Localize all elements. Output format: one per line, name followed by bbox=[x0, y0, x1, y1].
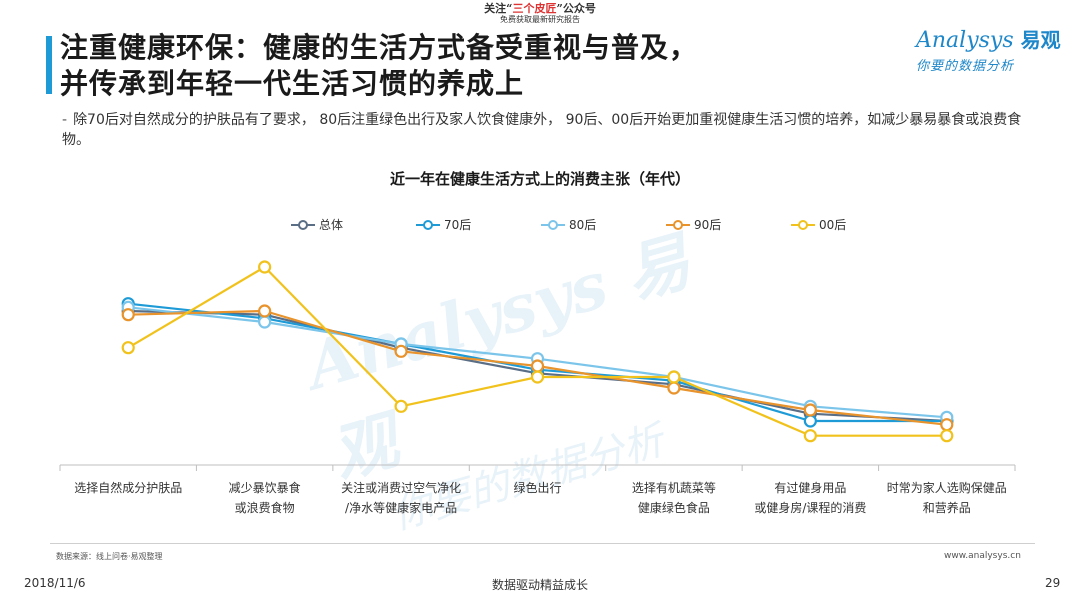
data-point-series-3 bbox=[394, 344, 408, 358]
x-tick-label-line: 关注或消费过空气净化 bbox=[341, 480, 461, 495]
data-point-series-4 bbox=[940, 429, 954, 443]
title-accent-bar bbox=[46, 36, 52, 94]
data-point-series-4 bbox=[258, 260, 272, 274]
legend-item: 80后 bbox=[540, 216, 665, 233]
data-point-series-4 bbox=[394, 399, 408, 413]
legend-swatch bbox=[416, 219, 440, 230]
summary-text: 除70后对自然成分的护肤品有了要求， 80后注重绿色出行及家人饮食健康外， 90… bbox=[62, 112, 1022, 148]
promo-highlight: 三个皮匠 bbox=[512, 2, 557, 15]
legend-swatch bbox=[541, 219, 565, 230]
x-tick-label: 有过健身用品或健身房/课程的消费 bbox=[754, 480, 866, 515]
legend-item: 00后 bbox=[790, 216, 915, 233]
x-tick-label-line: 和营养品 bbox=[923, 500, 971, 515]
legend-swatch bbox=[666, 219, 690, 230]
data-point-series-4 bbox=[121, 341, 135, 355]
data-point-series-3 bbox=[667, 381, 681, 395]
page-number: 29 bbox=[1045, 576, 1061, 590]
legend-item: 90后 bbox=[665, 216, 790, 233]
legend-label: 00后 bbox=[819, 218, 847, 232]
chart-legend: 总体 70后 80后 90后 00后 bbox=[290, 216, 915, 233]
promo-line-2: 免费获取最新研究报告 bbox=[500, 15, 580, 25]
promo-line-1-post: ”公众号 bbox=[556, 2, 596, 15]
logo-initial: A bbox=[916, 28, 932, 53]
website: www.analysys.cn bbox=[944, 551, 1021, 561]
x-tick-label: 减少暴饮暴食或浪费食物 bbox=[229, 480, 301, 515]
legend-item: 总体 bbox=[290, 216, 415, 233]
footer-divider bbox=[50, 543, 1035, 544]
data-point-series-2 bbox=[258, 315, 272, 329]
promo-note: 关注“三个皮匠”公众号 免费获取最新研究报告 bbox=[0, 2, 1080, 25]
legend-label: 70后 bbox=[444, 218, 472, 232]
legend-item: 70后 bbox=[415, 216, 540, 233]
x-tick-label-line: /净水等健康家电产品 bbox=[345, 500, 457, 515]
x-tick-label-line: 或浪费食物 bbox=[235, 500, 295, 515]
legend-swatch bbox=[291, 219, 315, 230]
legend-label: 80后 bbox=[569, 218, 597, 232]
x-tick-label-line: 选择自然成分护肤品 bbox=[74, 480, 182, 495]
footer-slogan: 数据驱动精益成长 bbox=[491, 578, 588, 592]
data-point-series-3 bbox=[121, 308, 135, 322]
footer-date: 2018/11/6 bbox=[24, 576, 86, 590]
data-point-series-4 bbox=[530, 370, 545, 384]
slide-title-line-1: 注重健康环保：健康的生活方式备受重视与普及， bbox=[60, 31, 699, 64]
legend-swatch bbox=[791, 219, 815, 230]
data-point-series-1 bbox=[803, 414, 817, 428]
slide-title-line-2: 并传承到年轻一代生活习惯的养成上 bbox=[60, 67, 525, 100]
data-source: 数据来源：线上问卷·易观整理 bbox=[56, 552, 163, 561]
x-tick-label-line: 选择有机蔬菜等 bbox=[632, 481, 716, 495]
data-point-series-3 bbox=[258, 304, 272, 318]
x-tick-label-line: 时常为家人选购保健品 bbox=[887, 480, 1007, 495]
summary-bullet: - 除70后对自然成分的护肤品有了要求， 80后注重绿色出行及家人饮食健康外， 9… bbox=[62, 110, 1037, 150]
data-point-series-4 bbox=[803, 429, 817, 443]
bullet-dash: - bbox=[62, 112, 68, 128]
x-tick-label: 绿色出行 bbox=[513, 480, 561, 495]
x-tick-label-line: 有过健身用品 bbox=[774, 480, 846, 495]
x-tick-label: 选择自然成分护肤品 bbox=[74, 480, 182, 495]
analysys-logo: Analysys 易观 你要的数据分析 bbox=[916, 24, 1066, 74]
promo-line-1-pre: 关注“ bbox=[484, 2, 513, 15]
slide-title: 注重健康环保：健康的生活方式备受重视与普及， 并传承到年轻一代生活习惯的养成上 bbox=[60, 30, 698, 102]
data-point-series-3 bbox=[940, 418, 954, 432]
logo-brand: nalysys bbox=[931, 28, 1014, 53]
legend-label: 总体 bbox=[319, 218, 344, 232]
x-tick-label: 选择有机蔬菜等健康绿色食品 bbox=[632, 481, 716, 515]
chart-title: 近一年在健康生活方式上的消费主张（年代） bbox=[389, 170, 690, 188]
x-tick-label: 关注或消费过空气净化/净水等健康家电产品 bbox=[341, 480, 461, 515]
data-point-series-3 bbox=[803, 403, 817, 417]
x-tick-label-line: 或健身房/课程的消费 bbox=[754, 500, 866, 515]
x-tick-label-line: 健康绿色食品 bbox=[638, 500, 710, 515]
logo-slogan: 你要的数据分析 bbox=[916, 59, 1015, 74]
logo-brand-cn: 易观 bbox=[1020, 28, 1061, 52]
x-tick-label-line: 绿色出行 bbox=[513, 480, 561, 495]
data-point-series-3 bbox=[530, 359, 545, 373]
legend-label: 90后 bbox=[694, 218, 722, 232]
x-tick-label-line: 减少暴饮暴食 bbox=[229, 480, 301, 495]
data-point-series-4 bbox=[667, 370, 681, 384]
x-tick-label: 时常为家人选购保健品和营养品 bbox=[887, 480, 1007, 515]
